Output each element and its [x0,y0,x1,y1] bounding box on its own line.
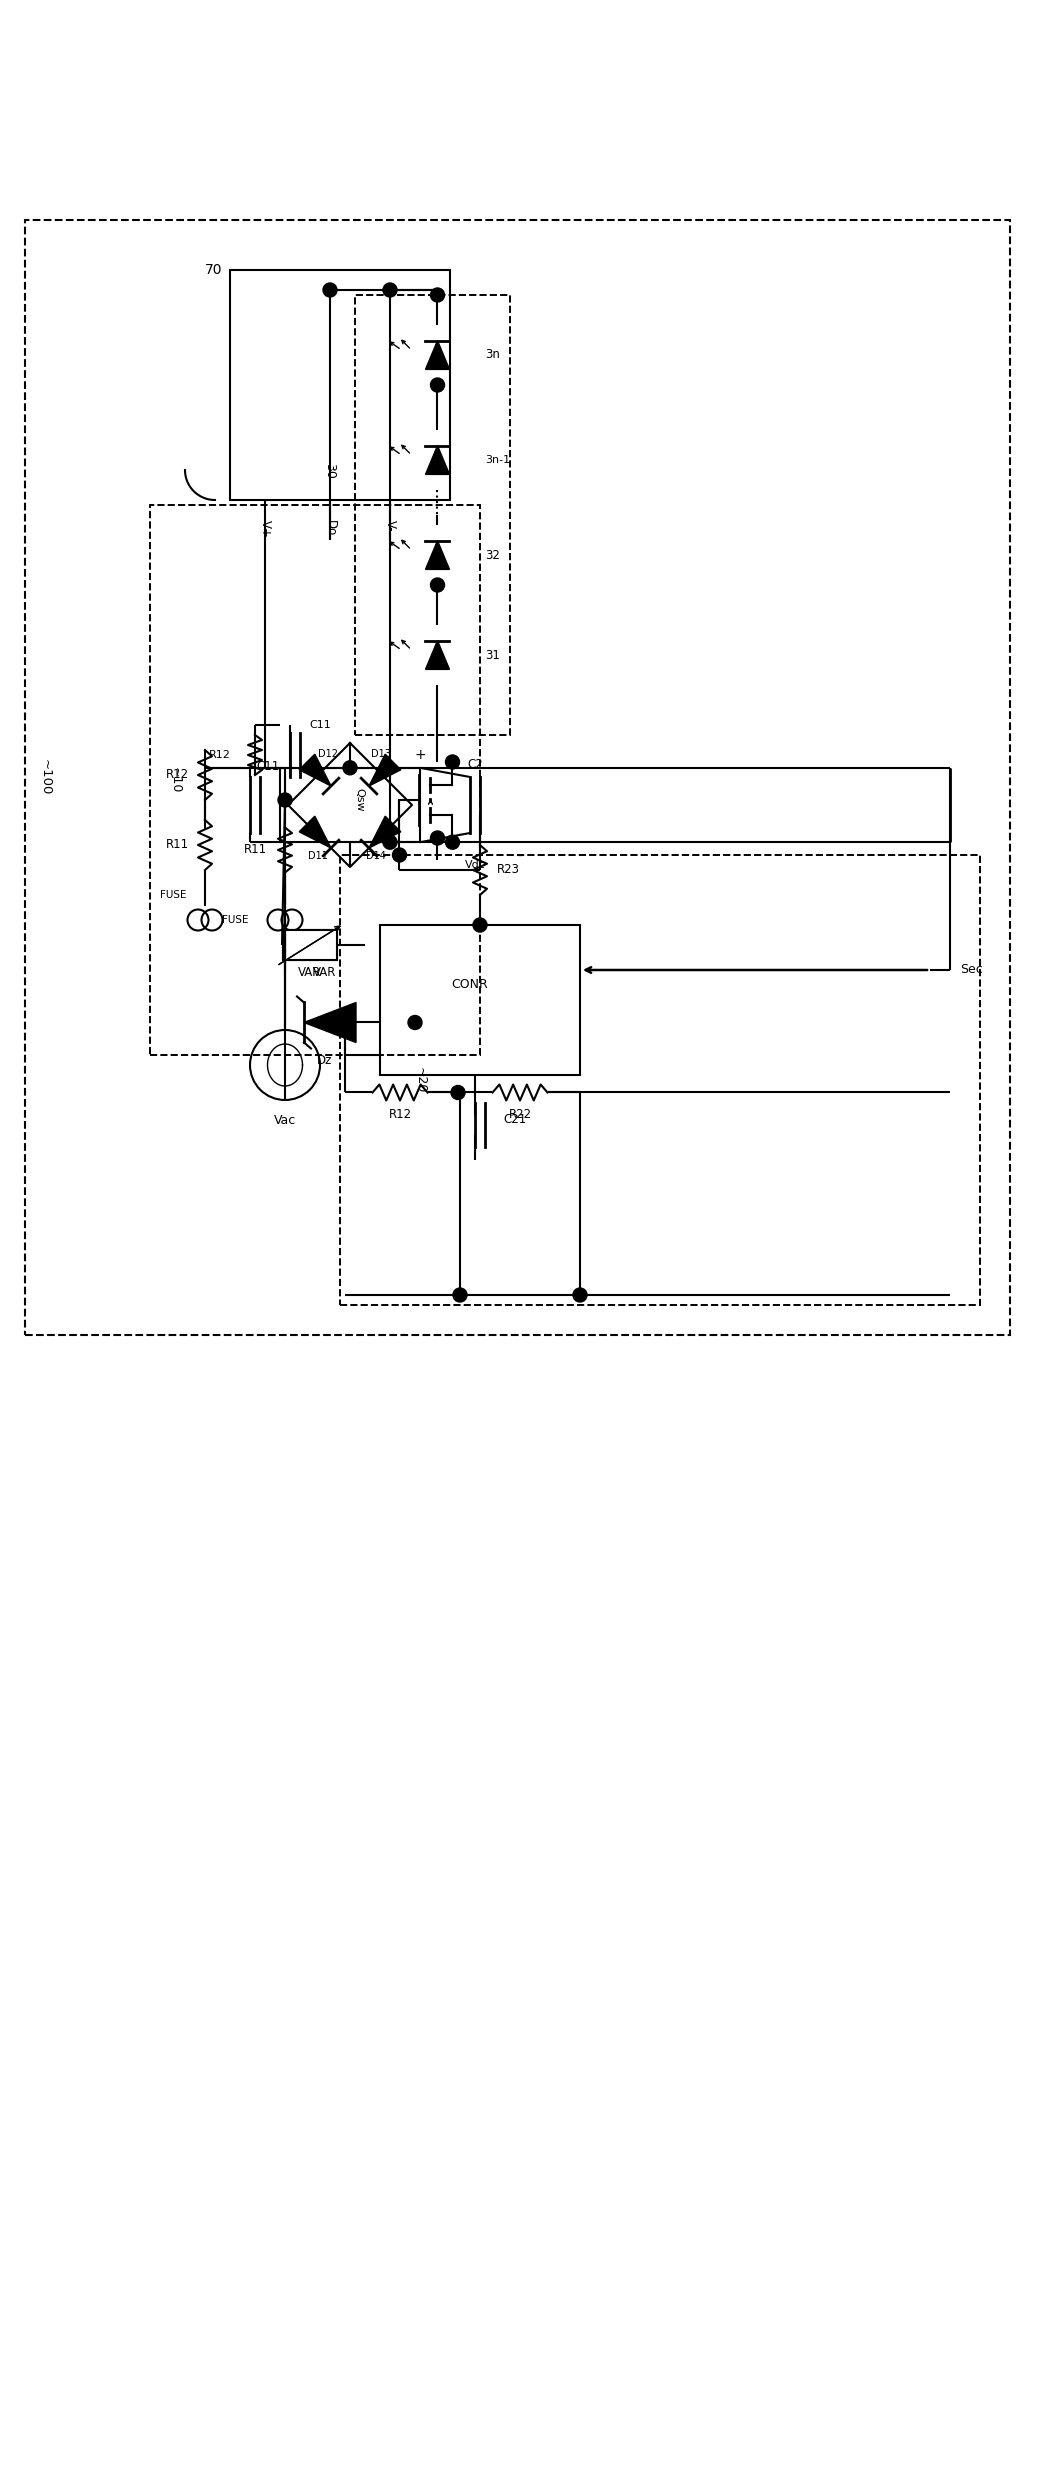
Bar [230,270,450,500]
Circle shape [383,834,397,849]
Bar [340,854,980,1304]
Text: ~10: ~10 [169,767,181,792]
Text: 70: 70 [204,262,222,277]
Polygon shape [369,755,401,787]
Circle shape [323,282,337,297]
Text: D11: D11 [308,851,328,861]
Bar [282,931,337,960]
Bar [150,505,480,1054]
Text: D14: D14 [366,851,386,861]
Text: R11: R11 [165,839,189,851]
Polygon shape [426,342,449,369]
Circle shape [392,849,407,861]
Polygon shape [426,641,449,668]
Text: Qsw: Qsw [354,787,365,812]
Text: 31: 31 [485,648,500,661]
Circle shape [446,755,460,770]
Text: 32: 32 [485,549,500,562]
Bar [25,220,1010,1334]
Text: 30: 30 [324,463,336,480]
Circle shape [430,287,445,302]
Text: D13: D13 [371,750,391,760]
Polygon shape [369,817,401,849]
Text: VAR: VAR [313,968,336,980]
Bar [380,926,580,1074]
Text: R23: R23 [496,864,520,876]
Circle shape [408,1015,422,1030]
Text: C11: C11 [309,720,331,730]
Text: Vac: Vac [274,1114,296,1126]
Text: C11: C11 [256,760,279,775]
Text: 3n: 3n [485,349,500,361]
Circle shape [383,282,397,297]
Text: Vdc: Vdc [465,859,486,871]
Polygon shape [299,817,331,849]
Polygon shape [426,540,449,569]
Circle shape [430,579,445,592]
Text: R22: R22 [508,1109,531,1121]
Bar [355,295,510,735]
Text: R11: R11 [243,844,267,856]
Polygon shape [304,1002,356,1042]
Text: ~100: ~100 [39,760,52,794]
Text: ~20: ~20 [413,1067,427,1094]
Text: C21: C21 [504,1114,527,1126]
Polygon shape [426,446,449,475]
Text: CONR: CONR [451,978,488,992]
Circle shape [446,834,460,849]
Text: VAR: VAR [298,968,321,980]
Text: R12: R12 [209,750,231,760]
Circle shape [451,1087,465,1099]
Text: D12: D12 [318,750,338,760]
Circle shape [430,832,445,844]
Circle shape [473,918,487,933]
Bar [282,931,337,960]
Circle shape [343,760,357,775]
Text: R12: R12 [165,770,189,782]
Text: Do: Do [324,520,336,537]
Circle shape [278,792,292,807]
Text: V+: V+ [258,520,272,537]
Text: +: + [414,747,426,762]
Text: FUSE: FUSE [221,916,249,926]
Text: R12: R12 [389,1109,411,1121]
Text: FUSE: FUSE [160,891,187,901]
Polygon shape [299,755,331,787]
Text: Dz: Dz [317,1054,333,1067]
Circle shape [453,1287,467,1302]
Circle shape [573,1287,587,1302]
Circle shape [430,379,445,391]
Text: V-: V- [384,520,396,532]
Text: C2: C2 [467,757,483,772]
Text: 3n-1: 3n-1 [485,455,510,465]
Text: -: - [518,849,523,864]
Text: Sec: Sec [960,963,982,978]
